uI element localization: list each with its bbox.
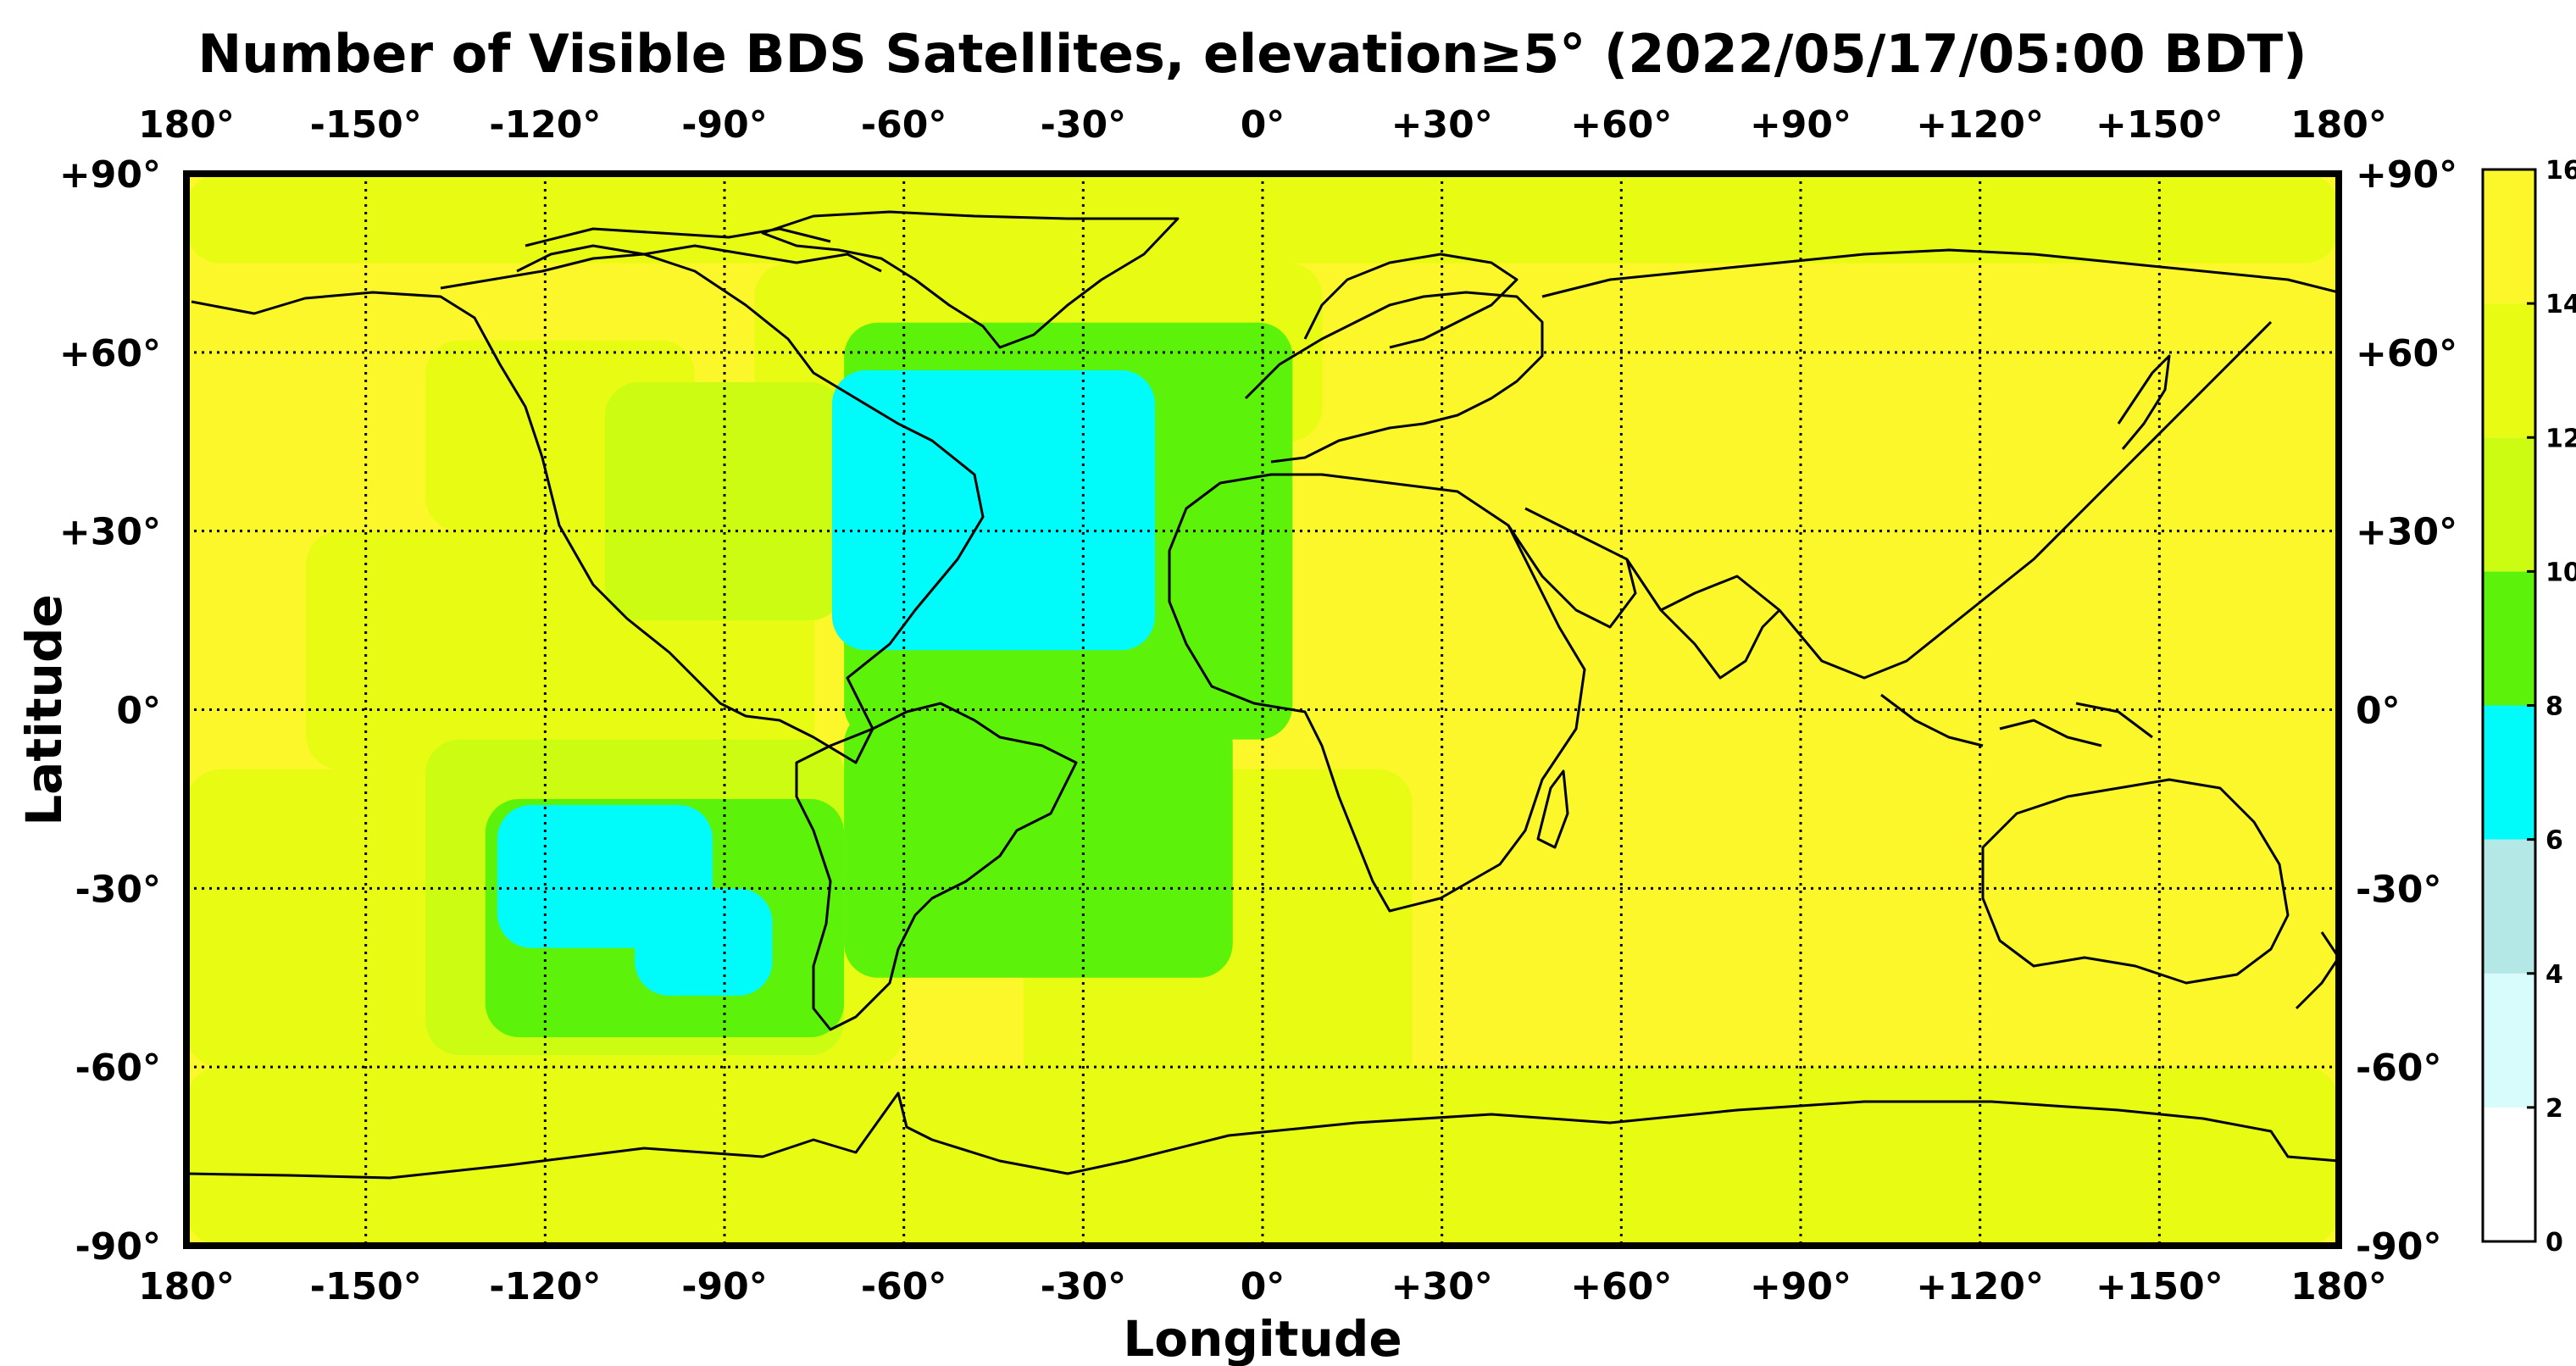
x-tick-label-bottom: +90° [1750, 1265, 1852, 1308]
coastline-indonesia [1880, 693, 2153, 747]
colorbar-bin [2483, 705, 2535, 840]
coastline-japan [2117, 354, 2171, 450]
plot-frame [183, 170, 2342, 1249]
y-tick-label-right: +60° [2356, 332, 2457, 375]
x-tick-label-bottom: -90° [681, 1265, 768, 1308]
x-ticks-bottom: 180° -150° -120° -90° -60° -30° 0° +30° +60° +90°… [138, 1265, 2387, 1308]
x-tick-label-top: +120° [1916, 103, 2044, 147]
y-tick-label-right: 0° [2356, 690, 2401, 733]
x-tick-label-bottom: +120° [1916, 1265, 2044, 1308]
colorbar-tick-label: 4 [2545, 960, 2563, 990]
colorbar-bin [2483, 303, 2535, 438]
x-tick-label-bottom: -120° [489, 1265, 601, 1308]
coastline-arctic-islands [516, 244, 882, 273]
coastline-arctic-islands-2 [525, 227, 831, 247]
coastline-africa [1168, 473, 1586, 913]
colorbar-tick-label: 16 [2545, 156, 2576, 186]
coastline-south-america [795, 702, 1078, 1031]
x-tick-label-top: -30° [1041, 103, 1127, 147]
heat-region-polar-band-south [186, 1067, 2339, 1246]
heatmap-layer [186, 174, 2339, 1246]
colorbar-tick-label: 10 [2545, 558, 2576, 587]
heat-region-atlantic-green-south [844, 709, 1233, 978]
heat-region-south-pacific-cyan-east [635, 888, 773, 996]
coastline-antarctica [186, 1091, 2339, 1180]
coastline-greenland [761, 210, 1180, 349]
coastline-australia [1981, 778, 2290, 985]
colorbar-tick-label: 8 [2545, 692, 2563, 722]
x-tick-label-top: +30° [1391, 103, 1493, 147]
colorbar-tick-label: 0 [2545, 1228, 2563, 1258]
colorbar-bin [2483, 437, 2535, 572]
coastlines [186, 210, 2339, 1180]
y-tick-label-left: -60° [75, 1047, 162, 1090]
colorbar-bin [2483, 839, 2535, 974]
x-tick-label-bottom: 180° [2290, 1265, 2387, 1308]
graticule [186, 174, 2339, 1246]
colorbar-bin [2483, 169, 2535, 304]
x-tick-label-bottom: +30° [1391, 1265, 1493, 1308]
coastline-scandinavia [1303, 253, 1518, 349]
colorbar-bin [2483, 571, 2535, 706]
coastline-madagascar [1536, 769, 1569, 849]
colorbar: 0 2 4 6 8 10 12 14 16 [2481, 156, 2576, 1258]
chart-title: Number of Visible BDS Satellites, elevat… [197, 23, 2307, 85]
colorbar-bin [2483, 973, 2535, 1108]
y-tick-label-right: -90° [2356, 1225, 2442, 1269]
y-tick-label-right: +90° [2356, 153, 2457, 197]
y-tick-label-left: +90° [59, 153, 161, 197]
x-tick-label-bottom: -150° [310, 1265, 422, 1308]
colorbar-tick-label: 12 [2545, 424, 2576, 453]
colorbar-bin [2483, 1107, 2535, 1241]
y-axis-label: Latitude [15, 594, 73, 826]
y-tick-label-right: -60° [2356, 1047, 2442, 1090]
x-tick-label-top: -60° [861, 103, 947, 147]
x-axis-label: Longitude [1123, 1310, 1402, 1366]
y-tick-label-left: -30° [75, 868, 162, 911]
coastline-asia [1524, 248, 2339, 680]
colorbar-tick-label: 6 [2545, 826, 2563, 856]
x-tick-label-bottom: +60° [1570, 1265, 1672, 1308]
x-tick-label-top: +150° [2096, 103, 2223, 147]
x-tick-label-top: -90° [681, 103, 768, 147]
coastline-north-america [191, 253, 985, 764]
x-tick-label-bottom: -30° [1041, 1265, 1127, 1308]
coastline-india [1659, 608, 1781, 680]
y-tick-label-left: +30° [59, 511, 161, 554]
y-tick-label-left: 0° [116, 690, 161, 733]
x-tick-label-bottom: 0° [1241, 1265, 1285, 1308]
y-tick-label-right: -30° [2356, 868, 2442, 911]
x-tick-label-top: 180° [138, 103, 235, 147]
heat-region-polar-cap-north [186, 174, 2339, 264]
x-tick-label-top: +90° [1750, 103, 1852, 147]
y-tick-label-left: +60° [59, 332, 161, 375]
x-tick-label-bottom: 180° [138, 1265, 235, 1308]
y-tick-label-right: +30° [2356, 511, 2457, 554]
y-ticks-left: +90° +60° +30° 0° -30° -60° -90° [59, 153, 161, 1269]
coastline-europe [1244, 291, 1544, 464]
y-tick-label-left: -90° [75, 1225, 162, 1269]
x-tick-label-top: 180° [2290, 103, 2387, 147]
coastline-new-zealand [2295, 931, 2339, 1010]
colorbar-tick-label: 14 [2545, 290, 2576, 319]
x-tick-label-top: +60° [1570, 103, 1672, 147]
x-tick-label-top: -150° [310, 103, 422, 147]
x-tick-label-top: 0° [1241, 103, 1285, 147]
plot-area [186, 174, 2339, 1246]
heat-region-eastern-us-ring [604, 381, 845, 621]
x-tick-label-bottom: -60° [861, 1265, 947, 1308]
y-ticks-right: +90° +60° +30° 0° -30° -60° -90° [2356, 153, 2457, 1269]
heat-region-north-atlantic-cyan [832, 369, 1155, 651]
coastline-arabia [1507, 525, 1637, 629]
colorbar-tick-label: 2 [2545, 1094, 2563, 1124]
x-tick-label-top: -120° [489, 103, 601, 147]
x-ticks-top: 180° -150° -120° -90° -60° -30° 0° +30° +60° +90°… [138, 103, 2387, 147]
x-tick-label-bottom: +150° [2096, 1265, 2223, 1308]
